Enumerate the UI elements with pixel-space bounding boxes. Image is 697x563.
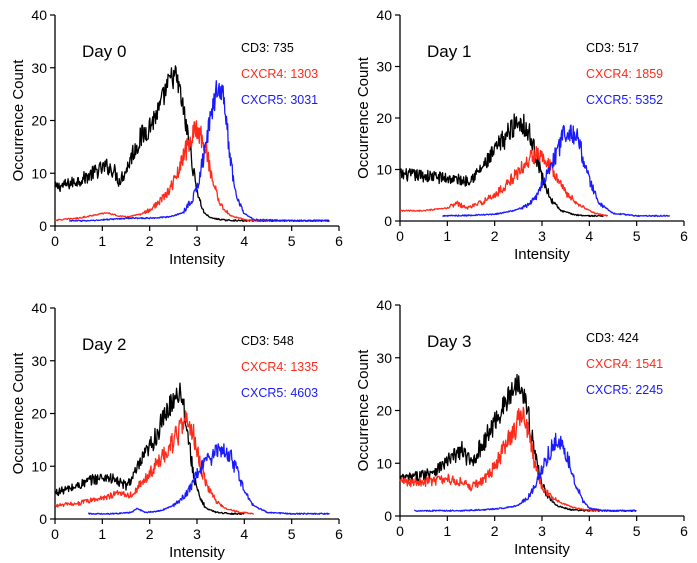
x-tick-label: 2: [146, 526, 154, 542]
count-annotation: CD3: 548: [241, 334, 294, 348]
x-tick-label: 0: [51, 526, 59, 542]
x-tick-label: 5: [288, 233, 296, 249]
x-tick-label: 2: [491, 228, 499, 244]
panel-title: Day 3: [427, 332, 471, 351]
y-tick-label: 0: [384, 508, 392, 524]
x-tick-label: 1: [98, 526, 106, 542]
x-tick-label: 2: [146, 233, 154, 249]
series-line-0: [399, 113, 604, 218]
count-annotation: CD3: 735: [241, 41, 294, 55]
x-tick-label: 4: [585, 523, 593, 539]
count-annotation: CXCR4: 1541: [586, 357, 663, 371]
y-tick-label: 0: [39, 511, 47, 527]
y-axis-label: Occurrence Count: [10, 352, 27, 475]
x-tick-label: 3: [193, 233, 201, 249]
count-annotation: CXCR5: 4603: [241, 386, 318, 400]
x-tick-label: 1: [98, 233, 106, 249]
y-tick-label: 10: [31, 165, 47, 181]
count-annotation: CD3: 424: [586, 331, 639, 345]
y-axis-label: Occurrence Count: [355, 56, 372, 179]
x-tick-label: 4: [240, 233, 248, 249]
x-tick-label: 6: [680, 228, 688, 244]
x-tick-label: 0: [396, 228, 404, 244]
x-tick-label: 5: [633, 228, 641, 244]
y-tick-label: 20: [376, 403, 392, 419]
x-tick-label: 3: [193, 526, 201, 542]
count-annotation: CXCR5: 2245: [586, 383, 663, 397]
x-axis-label: Intensity: [514, 246, 570, 263]
y-tick-label: 10: [376, 162, 392, 178]
y-tick-label: 0: [39, 218, 47, 234]
x-tick-label: 5: [633, 523, 641, 539]
chart-panel-1: 0 1 2 3 4 5 6 0 10 20 30 40 Intensity Occurrence Coun…: [355, 7, 688, 263]
y-tick-label: 20: [31, 406, 47, 422]
x-tick-label: 6: [335, 233, 343, 249]
panel-title: Day 1: [427, 42, 471, 61]
chart-panel-2: 0 1 2 3 4 5 6 0 10 20 30 40 Intensity Occurrence Coun…: [10, 300, 343, 561]
count-annotation: CXCR5: 3031: [241, 93, 318, 107]
x-axis-label: Intensity: [514, 541, 570, 558]
x-tick-label: 5: [288, 526, 296, 542]
series-line-1: [399, 406, 600, 512]
x-tick-label: 6: [335, 526, 343, 542]
series-line-1: [399, 145, 609, 217]
y-tick-label: 30: [376, 350, 392, 366]
y-axis-label: Occurrence Count: [10, 59, 27, 182]
x-tick-label: 6: [680, 523, 688, 539]
y-tick-label: 20: [376, 110, 392, 126]
x-tick-label: 4: [240, 526, 248, 542]
panel-title: Day 0: [82, 42, 126, 61]
x-axis-label: Intensity: [169, 251, 225, 268]
y-tick-label: 10: [376, 455, 392, 471]
x-tick-label: 3: [538, 523, 546, 539]
y-tick-label: 40: [31, 7, 47, 23]
x-tick-label: 0: [51, 233, 59, 249]
series-line-1: [54, 410, 254, 515]
y-tick-label: 30: [31, 60, 47, 76]
x-tick-label: 1: [443, 523, 451, 539]
y-tick-label: 10: [31, 458, 47, 474]
y-tick-label: 40: [376, 297, 392, 313]
count-annotation: CXCR4: 1303: [241, 67, 318, 81]
x-tick-label: 4: [585, 228, 593, 244]
y-tick-label: 20: [31, 113, 47, 129]
chart-panel-0: 0 1 2 3 4 5 6 0 10 20 30 40 Intensity Occurrence Coun…: [10, 7, 343, 268]
series-line-2: [442, 124, 671, 218]
x-tick-label: 3: [538, 228, 546, 244]
series-line-2: [68, 80, 330, 223]
count-annotation: CXCR4: 1335: [241, 360, 318, 374]
series-line-2: [414, 432, 637, 513]
series-line-2: [87, 443, 330, 516]
y-tick-label: 30: [31, 353, 47, 369]
y-axis-label: Occurrence Count: [355, 349, 372, 472]
panel-title: Day 2: [82, 335, 126, 354]
y-tick-label: 40: [31, 300, 47, 316]
x-tick-label: 1: [443, 228, 451, 244]
y-tick-label: 40: [376, 7, 392, 23]
y-tick-label: 30: [376, 59, 392, 75]
count-annotation: CD3: 517: [586, 41, 639, 55]
series-line-1: [54, 120, 269, 222]
x-tick-label: 2: [491, 523, 499, 539]
chart-panel-3: 0 1 2 3 4 5 6 0 10 20 30 40 Intensity Occurrence Coun…: [355, 297, 688, 558]
x-axis-label: Intensity: [169, 544, 225, 561]
count-annotation: CXCR5: 5352: [586, 93, 663, 107]
series-line-0: [54, 382, 245, 516]
y-tick-label: 0: [384, 213, 392, 229]
x-tick-label: 0: [396, 523, 404, 539]
count-annotation: CXCR4: 1859: [586, 67, 663, 81]
